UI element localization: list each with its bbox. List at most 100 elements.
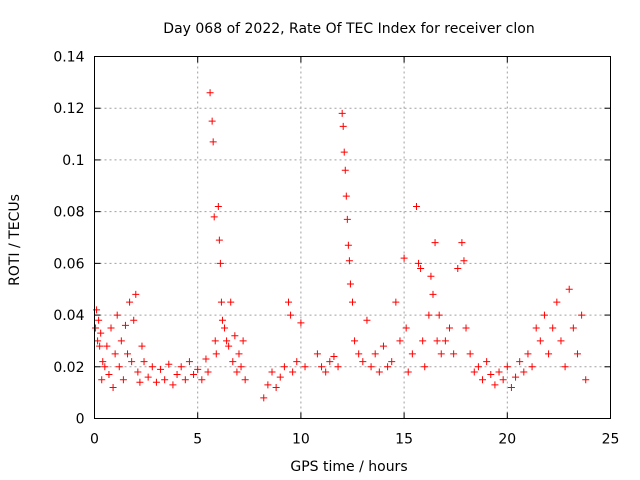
data-point	[516, 358, 524, 366]
data-point	[285, 298, 293, 306]
data-point	[105, 371, 113, 379]
x-tick-label: 20	[498, 432, 516, 448]
data-point	[92, 324, 100, 332]
chart-title: Day 068 of 2022, Rate Of TEC Index for r…	[163, 21, 534, 37]
data-point	[479, 376, 487, 384]
data-point	[379, 342, 387, 350]
y-tick-label: 0.06	[53, 256, 84, 272]
data-point	[148, 363, 156, 371]
data-point	[202, 355, 210, 363]
data-point	[339, 122, 347, 130]
data-point	[503, 363, 511, 371]
data-point	[97, 329, 105, 337]
data-point	[345, 257, 353, 265]
data-point	[341, 166, 349, 174]
data-point	[512, 373, 520, 381]
data-point	[117, 337, 125, 345]
data-point	[582, 376, 590, 384]
x-tick-label: 0	[90, 432, 99, 448]
x-tick-label: 10	[292, 432, 310, 448]
data-point	[289, 368, 297, 376]
data-point	[466, 350, 474, 358]
data-point	[417, 265, 425, 273]
x-tick-label: 25	[602, 432, 620, 448]
y-tick-label: 0.14	[53, 50, 84, 66]
data-point	[483, 358, 491, 366]
data-point	[462, 324, 470, 332]
data-point	[495, 368, 503, 376]
data-point	[437, 350, 445, 358]
data-point	[185, 358, 193, 366]
data-point	[573, 350, 581, 358]
data-point	[181, 376, 189, 384]
data-point	[268, 368, 276, 376]
data-point	[239, 337, 247, 345]
data-point	[367, 363, 375, 371]
data-point	[241, 376, 249, 384]
data-point	[130, 316, 138, 324]
data-point	[351, 337, 359, 345]
data-point	[217, 298, 225, 306]
data-point	[342, 192, 350, 200]
data-point	[458, 239, 466, 247]
data-point	[214, 202, 222, 210]
data-point	[233, 368, 241, 376]
data-point	[210, 213, 218, 221]
data-point	[532, 324, 540, 332]
data-point	[126, 298, 134, 306]
data-point	[402, 324, 410, 332]
data-point	[433, 337, 441, 345]
data-point	[412, 202, 420, 210]
data-point	[113, 311, 121, 319]
data-point	[138, 342, 146, 350]
data-points	[92, 89, 590, 402]
data-point	[221, 324, 229, 332]
data-point	[491, 381, 499, 389]
data-point	[343, 215, 351, 223]
data-point	[119, 376, 127, 384]
data-point	[94, 337, 102, 345]
data-point	[355, 350, 363, 358]
data-point	[144, 373, 152, 381]
data-point	[561, 363, 569, 371]
data-point	[157, 365, 165, 373]
data-point	[520, 368, 528, 376]
data-point	[177, 363, 185, 371]
data-point	[225, 342, 233, 350]
data-point	[487, 371, 495, 379]
data-point	[446, 324, 454, 332]
y-axis-label: ROTI / TECUs	[7, 194, 23, 286]
data-point	[111, 350, 119, 358]
data-point	[173, 371, 181, 379]
data-point	[392, 298, 400, 306]
y-tick-label: 0.02	[53, 360, 84, 376]
data-point	[99, 358, 107, 366]
data-point	[209, 138, 217, 146]
data-point	[235, 350, 243, 358]
plot-frame	[94, 56, 611, 419]
x-axis-label: GPS time / hours	[290, 459, 407, 475]
data-point	[528, 363, 536, 371]
data-point	[553, 298, 561, 306]
data-point	[198, 376, 206, 384]
data-point	[216, 259, 224, 267]
data-point	[396, 337, 404, 345]
data-point	[98, 376, 106, 384]
data-point	[128, 358, 136, 366]
data-point	[404, 368, 412, 376]
data-point	[431, 239, 439, 247]
data-point	[204, 368, 212, 376]
data-point	[190, 371, 198, 379]
data-point	[272, 383, 280, 391]
data-point	[460, 257, 468, 265]
data-point	[322, 368, 330, 376]
data-point	[115, 363, 123, 371]
data-point	[140, 358, 148, 366]
data-point	[107, 324, 115, 332]
data-point	[96, 342, 104, 350]
data-point	[227, 298, 235, 306]
data-point	[276, 373, 284, 381]
data-point	[280, 363, 288, 371]
data-point	[212, 350, 220, 358]
